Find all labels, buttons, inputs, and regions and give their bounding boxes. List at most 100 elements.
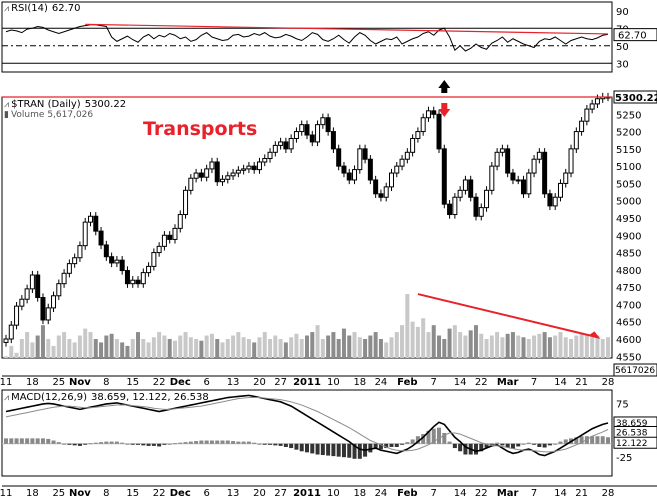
macd-histogram-bar: [167, 443, 172, 445]
volume-bar: [125, 345, 130, 358]
x-tick-label-bottom: Nov: [69, 488, 91, 499]
x-tick-label-bottom: 18: [353, 488, 366, 499]
volume-tag-text: 5617026: [615, 366, 655, 376]
volume-bar: [357, 337, 362, 358]
macd-histogram-bar: [194, 441, 199, 444]
macd-histogram-bar: [315, 443, 320, 455]
volume-bar: [384, 342, 389, 358]
x-tick-label: Feb: [397, 377, 417, 388]
candle-body: [204, 168, 210, 178]
price-tick-label: 5150: [616, 145, 641, 156]
volume-bar: [146, 342, 151, 358]
macd-histogram-bar: [220, 440, 225, 444]
volume-bar: [268, 338, 273, 358]
candle-body: [98, 230, 104, 246]
price-tag-text: 5300.22: [615, 93, 657, 104]
volume-bar: [500, 337, 505, 358]
macd-histogram-bar: [88, 443, 93, 445]
volume-legend: ▮ Volume 5,617,026: [4, 110, 93, 120]
candle-body: [14, 305, 20, 326]
macd-histogram-bar: [125, 443, 130, 445]
candle-body: [3, 338, 9, 343]
macd-histogram-bar: [136, 443, 141, 445]
volume-bar: [600, 338, 605, 358]
volume-bar: [109, 333, 114, 358]
x-tick-label: 18: [353, 377, 366, 388]
indicator-icon: ⩘: [4, 4, 10, 14]
volume-bar: [331, 332, 336, 358]
candle-body: [584, 108, 590, 122]
volume-bar: [320, 338, 325, 358]
macd-tag-text: 26.538: [616, 428, 648, 438]
candle-body: [552, 196, 558, 207]
candle-body: [130, 279, 136, 285]
price-tick-label: 4550: [616, 352, 641, 363]
volume-bar: [347, 335, 352, 358]
volume-trend-arrowhead: [588, 331, 601, 339]
candle-body: [557, 182, 563, 198]
rsi-tick-label: 90: [616, 7, 629, 18]
volume-bar: [558, 332, 563, 358]
candle-body: [114, 259, 120, 264]
volume-bar: [368, 335, 373, 358]
candle-body: [177, 214, 183, 229]
volume-bar: [104, 335, 109, 358]
volume-bar: [257, 337, 262, 358]
x-tick-label-bottom: 20: [253, 488, 266, 499]
volume-bar: [505, 333, 510, 358]
candle-body: [235, 169, 241, 174]
volume-bar: [141, 338, 146, 358]
volume-bar: [447, 328, 452, 358]
candle-body: [521, 179, 527, 195]
x-tick-label: 13: [227, 377, 240, 388]
candle-body: [330, 131, 336, 150]
x-tick-label: 18: [26, 377, 39, 388]
x-tick-label: 14: [554, 377, 567, 388]
volume-bar: [209, 333, 214, 358]
x-tick-label-bottom: 18: [26, 488, 39, 499]
candle-body: [388, 172, 394, 188]
candle-body: [93, 215, 99, 232]
macd-histogram-bar: [495, 442, 500, 444]
candle-body: [77, 245, 83, 259]
macd-histogram-bar: [225, 440, 230, 444]
macd-histogram-bar: [521, 443, 526, 445]
price-tick-label: 5200: [616, 128, 641, 139]
macd-histogram-bar: [505, 443, 510, 448]
volume-bar: [9, 345, 14, 358]
macd-histogram-bar: [294, 443, 299, 450]
price-value: 5300.22: [84, 99, 127, 110]
x-tick-label: 8: [103, 377, 109, 388]
volume-bar: [410, 321, 415, 358]
candle-body: [489, 165, 495, 191]
candle-body: [536, 151, 542, 160]
volume-icon: ▮: [4, 110, 9, 120]
x-tick-label-bottom: 22: [153, 488, 166, 499]
volume-bar: [99, 342, 104, 358]
x-tick-label-bottom: Feb: [397, 488, 417, 499]
candle-body: [293, 131, 299, 139]
volume-bar: [547, 337, 552, 358]
price-tick-label: 5000: [616, 197, 641, 208]
volume-bar: [241, 337, 246, 358]
candle-body: [29, 274, 35, 290]
volume-value: 5,617,026: [47, 110, 94, 120]
volume-bar: [19, 338, 24, 358]
candle-body: [283, 141, 289, 150]
volume-bar: [215, 338, 220, 358]
volume-bar: [178, 335, 183, 358]
candle-body: [531, 158, 537, 174]
volume-bar: [431, 325, 436, 358]
volume-bar: [114, 338, 119, 358]
candle-body: [66, 263, 72, 274]
candle-body: [8, 324, 14, 340]
macd-histogram-bar: [72, 443, 77, 446]
candle-body: [441, 148, 447, 205]
candle-body: [341, 165, 347, 174]
macd-histogram-bar: [452, 443, 457, 449]
macd-histogram-bar: [542, 443, 547, 448]
macd-histogram-bar: [99, 442, 104, 444]
volume-bar: [310, 332, 315, 358]
macd-histogram-bar: [25, 438, 30, 444]
price-tick-label: 4800: [616, 266, 641, 277]
